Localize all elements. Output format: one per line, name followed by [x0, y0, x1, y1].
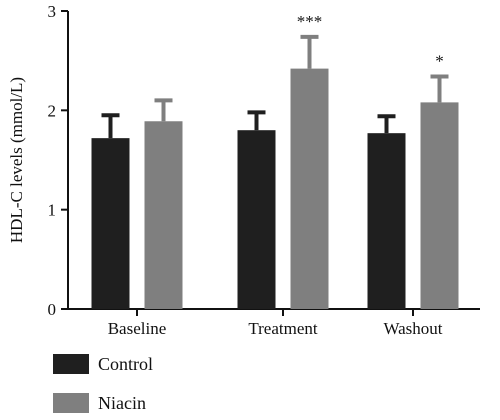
legend-label-control: Control: [98, 354, 153, 374]
y-axis-label: HDL-C levels (mmol/L): [7, 77, 26, 243]
significance-marker: *: [435, 52, 444, 71]
y-tick-label: 3: [48, 2, 57, 21]
y-tick-label: 1: [48, 201, 57, 220]
bar-niacin-baseline: [144, 121, 183, 309]
x-axis: Baseline Treatment Washout: [68, 308, 480, 338]
y-tick-label: 0: [48, 300, 57, 319]
bar-niacin-treatment: [290, 68, 329, 309]
legend-swatch-niacin: [53, 393, 89, 413]
x-tick-label: Treatment: [248, 319, 318, 338]
bars: ****: [91, 12, 459, 310]
y-tick-label: 2: [48, 101, 57, 120]
significance-marker: ***: [297, 12, 323, 31]
legend: Control Niacin: [53, 354, 153, 413]
bar-control-baseline: [91, 138, 130, 309]
y-axis: 0 1 2 3: [48, 2, 69, 319]
x-tick-label: Baseline: [108, 319, 167, 338]
legend-swatch-control: [53, 354, 89, 374]
bar-control-washout: [367, 133, 406, 309]
legend-label-niacin: Niacin: [98, 393, 146, 413]
bar-control-treatment: [237, 130, 276, 309]
bar-niacin-washout: [420, 102, 459, 310]
x-tick-label: Washout: [383, 319, 442, 338]
